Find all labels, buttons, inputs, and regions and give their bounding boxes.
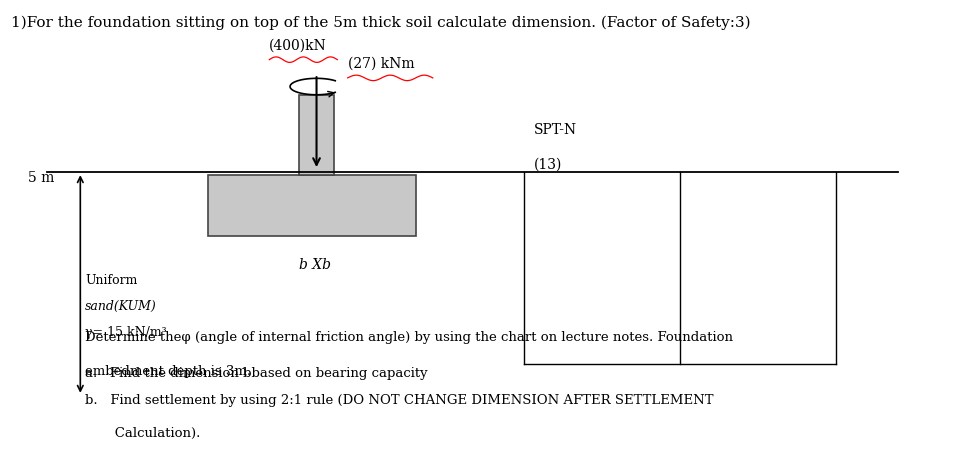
Text: b.   Find settlement by using 2:1 rule (DO NOT CHANGE DIMENSION AFTER SETTLEMENT: b. Find settlement by using 2:1 rule (DO… bbox=[85, 394, 713, 407]
Text: (400)kN: (400)kN bbox=[269, 38, 327, 52]
Text: embedment depth is 3m.: embedment depth is 3m. bbox=[85, 364, 251, 377]
Text: b Xb: b Xb bbox=[298, 257, 331, 271]
Text: Determine theφ (angle of internal friction angle) by using the chart on lecture : Determine theφ (angle of internal fricti… bbox=[85, 330, 732, 343]
Text: γ= 15 kN/m³: γ= 15 kN/m³ bbox=[85, 326, 167, 339]
Bar bbox=[298, 96, 335, 175]
Text: 1)For the foundation sitting on top of the 5m thick soil calculate dimension. (F: 1)For the foundation sitting on top of t… bbox=[11, 16, 750, 30]
Text: 5 m: 5 m bbox=[29, 171, 54, 185]
Text: Uniform: Uniform bbox=[85, 273, 137, 286]
Text: sand(KUM): sand(KUM) bbox=[85, 299, 156, 313]
Bar bbox=[208, 175, 416, 237]
Text: (27) kNm: (27) kNm bbox=[347, 56, 414, 71]
Text: a.   Find the dimension bbased on bearing capacity: a. Find the dimension bbased on bearing … bbox=[85, 366, 427, 379]
Text: Calculation).: Calculation). bbox=[85, 426, 200, 440]
Text: SPT-N: SPT-N bbox=[534, 123, 577, 137]
Text: (13): (13) bbox=[534, 157, 561, 171]
